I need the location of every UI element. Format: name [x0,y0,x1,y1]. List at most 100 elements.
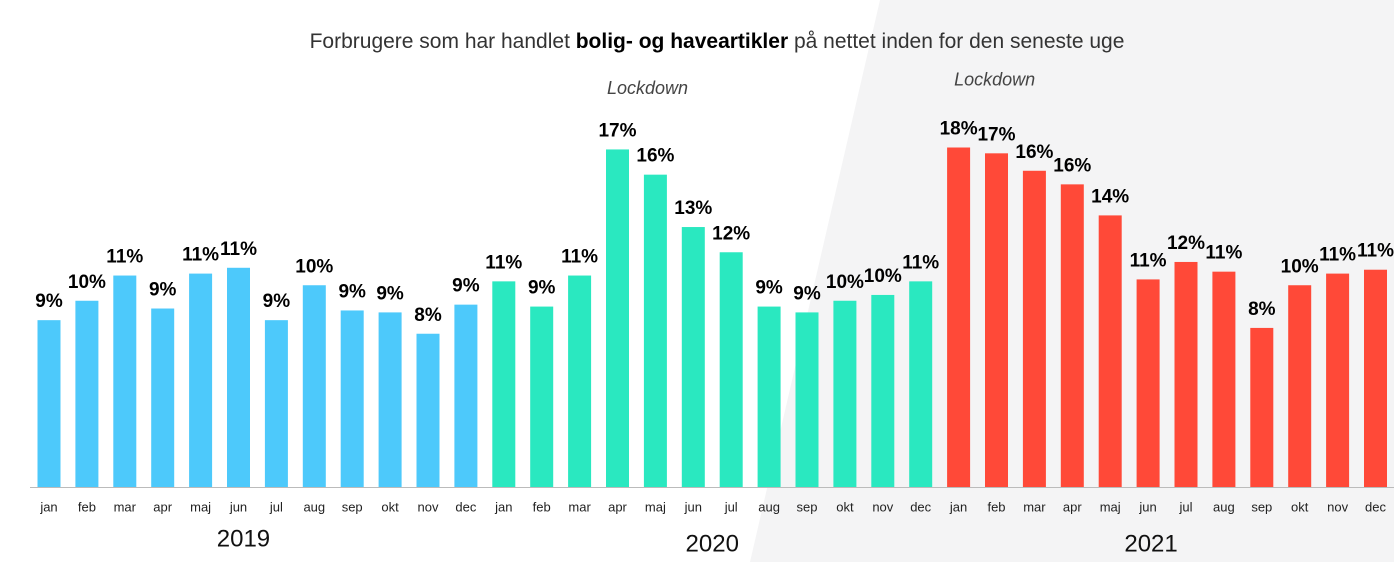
bar [1136,279,1160,487]
x-tick-label: apr [1063,499,1082,514]
x-tick-label: nov [418,499,439,514]
x-tick-label: jun [229,499,247,514]
bar [1364,269,1387,487]
data-label: 11% [1357,241,1394,262]
data-label: 9% [376,283,404,304]
x-tick-label: feb [987,499,1005,514]
data-label: 10% [864,266,902,287]
data-label: 8% [414,305,442,326]
bar [151,308,175,487]
bar [1098,215,1122,487]
data-label: 10% [68,272,106,293]
data-label: 11% [182,245,219,266]
x-tick-label: jan [39,499,57,514]
data-label: 16% [1053,155,1091,176]
x-tick-label: dec [910,499,931,514]
bar [189,273,213,487]
data-label: 9% [528,278,556,299]
data-label: 11% [220,239,257,260]
year-label: 2021 [1124,530,1177,557]
data-label: 11% [106,247,143,268]
x-tick-label: mar [568,499,591,514]
title-part: på nettet inden for den seneste uge [788,30,1124,53]
bar [227,267,250,487]
bar [871,294,895,487]
data-label: 9% [149,280,177,301]
x-tick-label: nov [872,499,893,514]
data-label: 12% [1167,233,1205,254]
data-label: 9% [263,291,291,312]
x-tick-label: apr [608,499,627,514]
bar [1288,285,1312,487]
x-tick-label: okt [381,499,399,514]
data-label: 11% [902,252,939,273]
data-label: 14% [1091,186,1129,207]
bar [1060,184,1084,488]
bar [75,300,99,487]
bar [719,252,743,487]
year-label: 2020 [686,530,739,557]
x-tick-label: jul [269,499,283,514]
x-tick-label: apr [153,499,172,514]
bar [1326,273,1350,487]
bar [1174,261,1198,487]
x-tick-label: maj [190,499,211,514]
x-tick-label: dec [455,499,476,514]
title-part: bolig- og haveartikler [576,30,788,53]
data-label: 18% [940,119,978,140]
data-label: 8% [1248,299,1276,320]
bar [416,333,440,487]
bar [340,310,364,487]
x-tick-label: aug [758,499,780,514]
bar [492,281,516,487]
bar [530,306,554,487]
bar [795,312,819,487]
data-label: 11% [1130,250,1167,271]
x-tick-label: feb [78,499,96,514]
bar [1250,327,1274,487]
x-tick-label: jul [1178,499,1192,514]
bar [757,306,781,487]
bar [833,300,857,487]
x-tick-label: dec [1365,499,1386,514]
bar [568,275,592,487]
bar [378,312,402,487]
x-tick-label: aug [303,499,325,514]
data-label: 11% [1319,245,1356,266]
data-label: 11% [485,252,522,273]
x-tick-label: sep [1251,499,1272,514]
title-part: Forbrugere som har handlet [310,30,576,53]
bar [264,320,288,487]
data-label: 17% [598,120,636,141]
x-tick-label: jan [494,499,512,514]
x-tick-label: feb [533,499,551,514]
bar [643,174,667,487]
x-tick-label: mar [114,499,137,514]
x-tick-label: nov [1327,499,1348,514]
data-label: 17% [977,124,1015,145]
x-tick-label: sep [797,499,818,514]
data-label: 16% [636,146,674,167]
bar [681,227,705,488]
annotation: Lockdown [954,69,1035,89]
data-label: 9% [35,291,63,312]
year-label: 2019 [217,525,270,552]
data-label: 11% [561,247,598,268]
chart-title: Forbrugere som har handlet bolig- og hav… [310,30,1125,53]
data-label: 13% [674,198,712,219]
x-tick-label: okt [1291,499,1309,514]
data-label: 11% [1205,243,1242,264]
bar [985,153,1008,487]
bar [909,281,933,487]
data-label: 10% [295,256,333,277]
annotation: Lockdown [607,78,688,98]
bar [113,275,137,487]
x-tick-label: jul [724,499,738,514]
x-tick-label: aug [1213,499,1235,514]
x-tick-label: maj [1100,499,1121,514]
bar [947,147,971,487]
data-label: 16% [1015,142,1053,163]
bar [302,285,326,487]
bar [37,320,61,487]
